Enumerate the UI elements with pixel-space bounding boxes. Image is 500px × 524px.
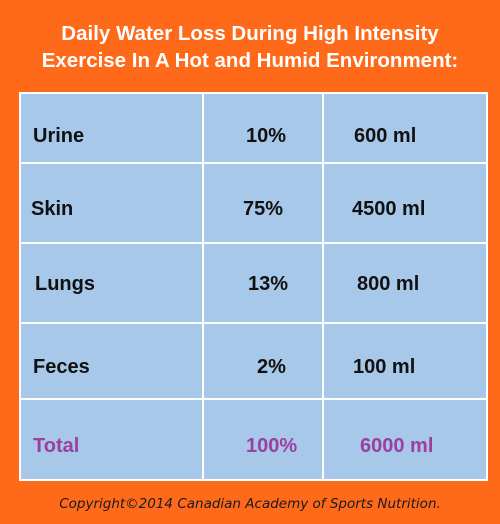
row-label: Feces — [33, 356, 90, 378]
total-amount: 6000 ml — [360, 435, 434, 457]
row-divider — [21, 242, 486, 244]
row-amount: 4500 ml — [352, 198, 426, 220]
water-loss-table: Urine 10% 600 ml Skin 75% 4500 ml Lungs … — [19, 92, 488, 481]
copyright-footer: Copyright©2014 Canadian Academy of Sport… — [59, 496, 441, 512]
row-amount: 800 ml — [357, 273, 420, 295]
total-percent: 100% — [246, 435, 298, 457]
row-label: Urine — [33, 125, 85, 147]
row-percent: 13% — [248, 273, 289, 295]
row-percent: 75% — [243, 198, 284, 220]
row-percent: 2% — [257, 356, 286, 378]
column-divider — [202, 94, 204, 479]
title-line-1: Daily Water Loss During High Intensity — [61, 22, 439, 45]
column-divider — [322, 94, 324, 479]
row-label: Skin — [31, 198, 74, 220]
row-divider — [21, 162, 486, 164]
row-amount: 600 ml — [354, 125, 417, 147]
total-label: Total — [33, 435, 80, 457]
page-title: Daily Water Loss During High Intensity E… — [0, 20, 500, 74]
row-percent: 10% — [246, 125, 287, 147]
row-divider — [21, 322, 486, 324]
row-amount: 100 ml — [353, 356, 416, 378]
row-divider — [21, 398, 486, 400]
row-label: Lungs — [35, 273, 95, 295]
title-line-2: Exercise In A Hot and Humid Environment: — [41, 49, 459, 72]
